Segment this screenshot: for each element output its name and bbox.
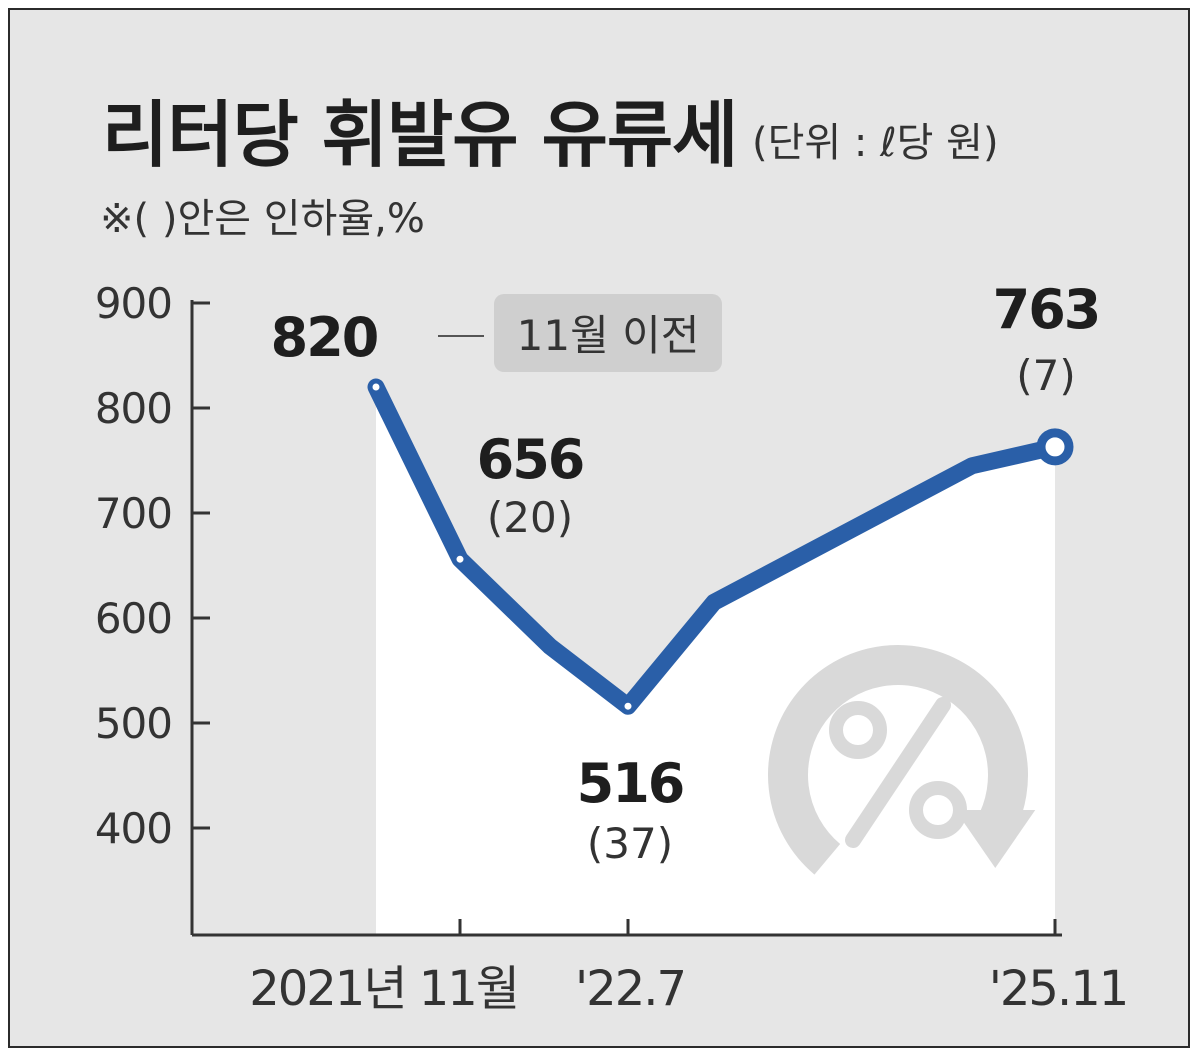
callout-label: 11월 이전 [517,311,700,360]
y-tick-label: 400 [95,804,172,853]
y-tick-label: 700 [95,489,172,538]
data-point [1036,428,1074,466]
axis-layer: 900 800 700 600 500 400 2021년 11월 '22.7 '25.11 [95,279,1129,1017]
y-tick-label: 500 [95,699,172,748]
value-label: 763 [993,278,1100,341]
label-layer: 820 11월 이전 656(20) 516(37) 763 (7) [271,278,1102,868]
data-point [453,552,467,566]
value-label: 820 [271,306,378,369]
rate-label: (37) [587,819,673,868]
rate-label: (20) [487,493,573,542]
chart-svg: 리터당 휘발유 유류세 (단위 : ℓ당 원) ※( )안은 인하율,% 900… [95,93,1129,1017]
note-label: ※( )안은 인하율,% [100,196,425,242]
percent-cycle-icon [768,645,1036,875]
rate-label: (7) [1016,351,1076,400]
x-tick-label: '25.11 [989,961,1128,1017]
line-layer [367,378,1074,715]
chart-frame: 리터당 휘발유 유류세 (단위 : ℓ당 원) ※( )안은 인하율,% 900… [8,8,1190,1048]
value-label: 516 [577,752,684,815]
x-tick-label: '22.7 [575,961,685,1017]
y-tick-label: 600 [95,594,172,643]
chart-title: 리터당 휘발유 유류세 [102,93,737,177]
data-point [369,380,383,394]
value-label: 656 [477,428,584,491]
x-tick-label: 2021년 11월 [249,961,518,1017]
callout-box [494,294,722,372]
unit-label: (단위 : ℓ당 원) [752,120,999,166]
data-point [621,699,635,713]
y-tick-label: 900 [95,279,172,328]
y-tick-label: 800 [95,384,172,433]
